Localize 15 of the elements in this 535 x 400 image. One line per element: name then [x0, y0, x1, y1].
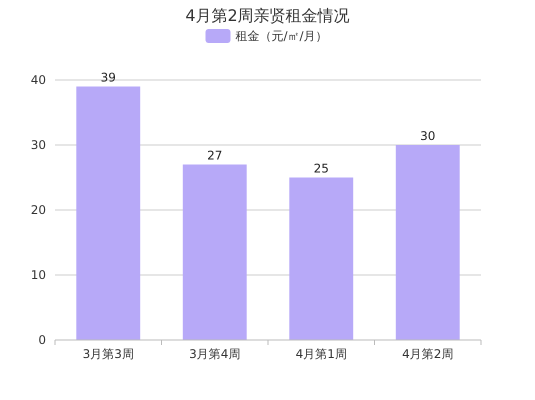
data-label: 30 — [420, 129, 436, 143]
y-tick-label: 20 — [30, 203, 46, 217]
data-label: 39 — [100, 70, 116, 84]
x-tick-label: 4月第2周 — [402, 347, 454, 361]
y-tick-label: 30 — [30, 138, 46, 152]
x-tick-label: 3月第4周 — [189, 347, 240, 361]
x-tick-label: 3月第3周 — [82, 347, 134, 361]
data-label: 27 — [207, 148, 222, 162]
y-tick-label: 10 — [30, 268, 46, 282]
legend-label: 租金（元/㎡/月） — [236, 29, 328, 43]
y-tick-label: 40 — [30, 73, 46, 87]
y-tick-label: 0 — [38, 333, 46, 347]
x-tick-label: 4月第1周 — [296, 347, 347, 361]
chart-title: 4月第2周亲贤租金情况 — [185, 6, 350, 25]
data-label: 25 — [314, 162, 329, 176]
